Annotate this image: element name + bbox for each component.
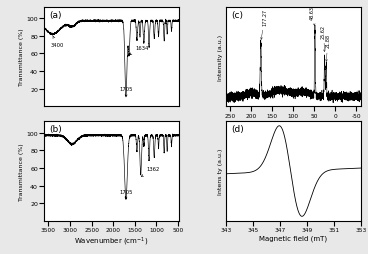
Y-axis label: Transmittance (%): Transmittance (%) — [18, 28, 24, 86]
Text: 48.63: 48.63 — [310, 6, 315, 26]
Text: 1634: 1634 — [130, 45, 149, 56]
X-axis label: ppm: ppm — [286, 121, 301, 127]
Text: 177.27: 177.27 — [261, 8, 267, 40]
Y-axis label: Intens ty (a.u.): Intens ty (a.u.) — [218, 148, 223, 195]
Text: 1705: 1705 — [119, 189, 133, 199]
Text: 3400: 3400 — [50, 37, 64, 48]
Text: (c): (c) — [231, 11, 243, 20]
Y-axis label: Transmittance (%): Transmittance (%) — [18, 143, 24, 200]
Text: 1362: 1362 — [141, 167, 160, 177]
Text: 21.88: 21.88 — [325, 34, 330, 62]
Y-axis label: Intensity (a.u.): Intensity (a.u.) — [218, 34, 223, 80]
Text: (a): (a) — [50, 11, 62, 20]
Text: 1705: 1705 — [120, 87, 133, 98]
X-axis label: Magnetic field (mT): Magnetic field (mT) — [259, 235, 328, 242]
X-axis label: Wavenumber (cm$^{-1}$): Wavenumber (cm$^{-1}$) — [74, 235, 149, 247]
Text: (d): (d) — [231, 125, 244, 134]
Text: (b): (b) — [50, 125, 62, 134]
Text: 25.62: 25.62 — [321, 25, 326, 52]
